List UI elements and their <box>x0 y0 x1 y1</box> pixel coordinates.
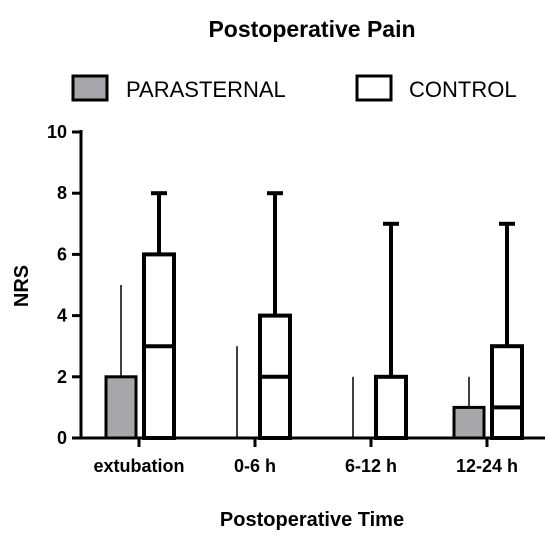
y-tick-label: 6 <box>57 244 67 264</box>
box-control-1 <box>258 191 292 441</box>
x-tick-label: 12-24 h <box>456 456 518 476</box>
box-body <box>104 375 138 440</box>
box-control-2 <box>374 221 408 440</box>
x-tick-label: 0-6 h <box>234 456 276 476</box>
box-parasternal-0 <box>104 285 138 440</box>
box-parasternal-3 <box>452 376 486 440</box>
x-tick-label: extubation <box>93 456 184 476</box>
plot-area <box>104 191 524 441</box>
box-body <box>452 405 486 440</box>
box-control-0 <box>142 191 176 440</box>
legend-swatch-control <box>355 74 393 102</box>
legend-label-control: CONTROL <box>409 77 517 102</box>
y-tick-label: 8 <box>57 183 67 203</box>
y-tick-label: 10 <box>47 122 67 142</box>
x-axis-title: Postoperative Time <box>220 509 404 531</box>
legend-swatch-parasternal <box>71 74 109 102</box>
y-axis-title: NRS <box>11 265 33 307</box>
legend: PARASTERNAL CONTROL <box>71 74 517 102</box>
chart-title: Postoperative Pain <box>208 16 415 42</box>
x-tick-label: 6-12 h <box>345 456 397 476</box>
y-tick-label: 0 <box>57 428 67 448</box>
box-body <box>374 374 408 440</box>
box-control-3 <box>490 221 524 441</box>
y-tick-label: 2 <box>57 367 67 387</box>
y-tick-label: 4 <box>57 306 67 326</box>
legend-label-parasternal: PARASTERNAL <box>126 77 286 102</box>
box-body <box>490 344 524 441</box>
